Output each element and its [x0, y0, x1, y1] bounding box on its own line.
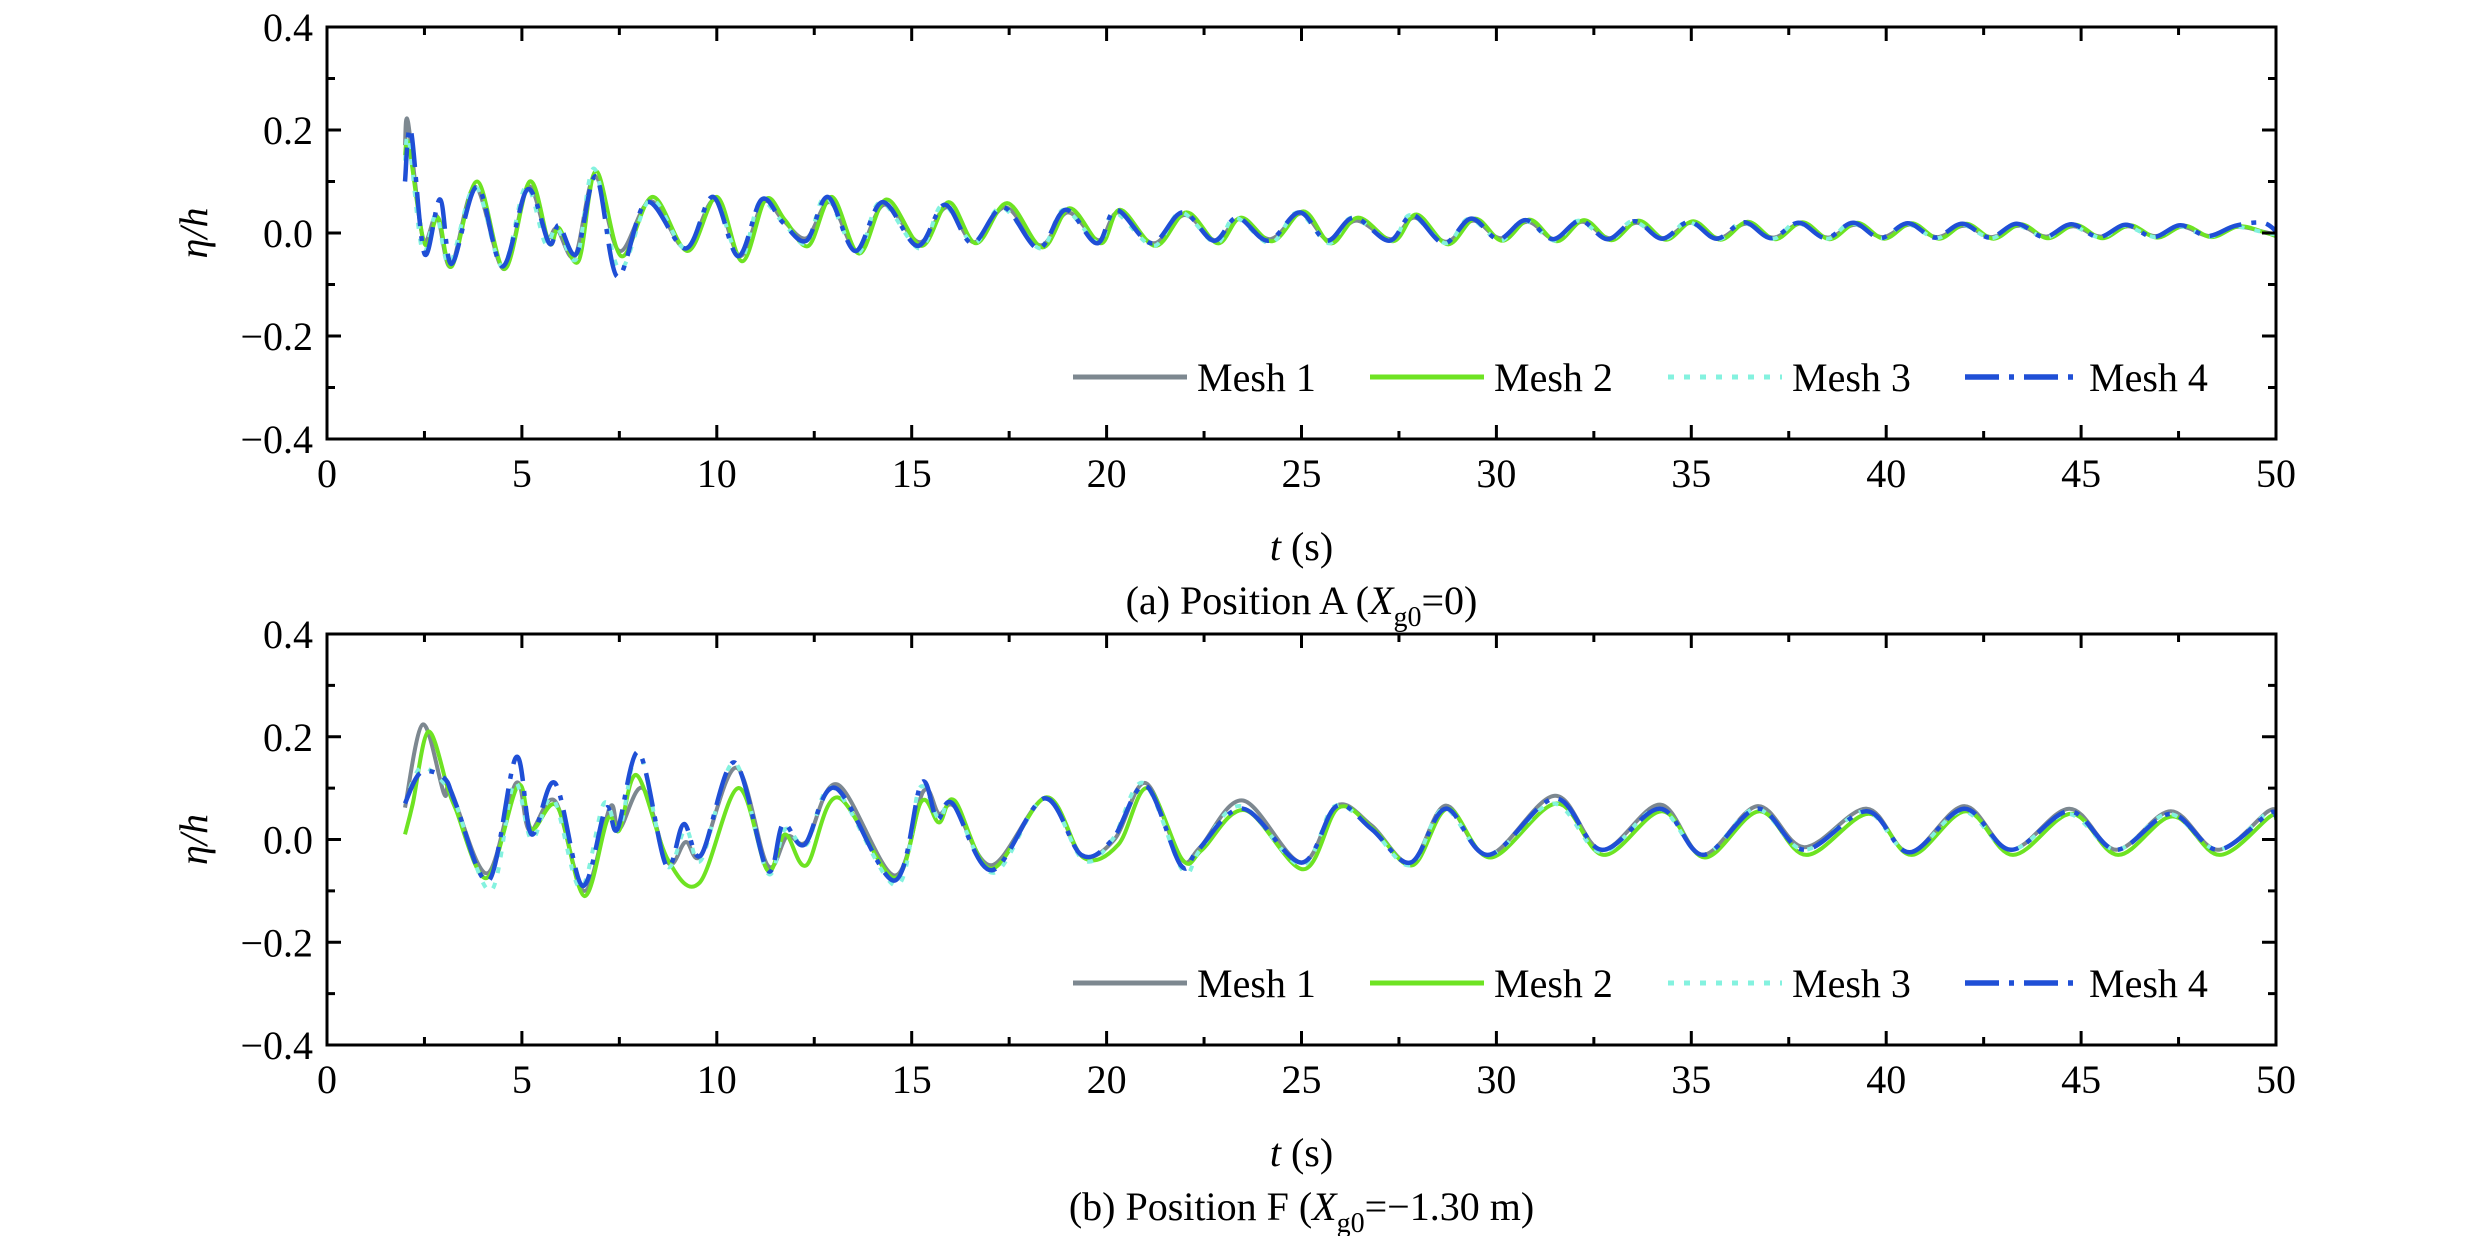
series-group [402, 722, 2276, 899]
y-tick-label: 0.4 [263, 612, 313, 657]
x-tick-label: 40 [1866, 1057, 1906, 1102]
legend-label: Mesh 2 [1494, 961, 1613, 1006]
legend: Mesh 1 Mesh 2 Mesh 3 Mesh 4 [1073, 355, 2208, 400]
caption-prefix: (a) Position A ( [1126, 578, 1369, 623]
x-tick-label: 5 [512, 1057, 532, 1102]
caption-prefix: (b) Position F ( [1069, 1184, 1312, 1229]
x-tick-label: 20 [1087, 451, 1127, 496]
legend-label: Mesh 1 [1197, 961, 1316, 1006]
y-tick-label: 0.0 [263, 818, 313, 863]
x-tick-label: 10 [697, 451, 737, 496]
y-tick-label: 0.4 [263, 5, 313, 50]
y-axis-title: η/h [171, 208, 216, 259]
x-tick-label: 50 [2256, 1057, 2296, 1102]
series-group [402, 116, 2276, 280]
legend-label: Mesh 4 [2089, 961, 2208, 1006]
y-tick-label: 0.2 [263, 108, 313, 153]
caption-suffix: =−1.30 m) [1365, 1184, 1535, 1229]
legend-label: Mesh 3 [1792, 355, 1911, 400]
caption-subscript: g0 [1337, 1208, 1365, 1236]
series-line-mesh-4 [402, 126, 2276, 280]
x-axis-var: t [1270, 524, 1282, 569]
legend-label: Mesh 2 [1494, 355, 1613, 400]
caption-suffix: =0) [1421, 578, 1477, 623]
panel-caption: (b) Position F (Xg0=−1.30 m) [1069, 1184, 1534, 1236]
x-axis-title: t (s) [1270, 524, 1333, 569]
x-tick-label: 20 [1087, 1057, 1127, 1102]
x-tick-label: 45 [2061, 451, 2101, 496]
y-tick-label: −0.4 [240, 1023, 313, 1068]
y-tick-label: −0.2 [240, 920, 313, 965]
x-tick-label: 25 [1282, 1057, 1322, 1102]
panel-b: 0 5 10 15 20 25 30 35 40 45 50 −0.4 −0.2 0.0 0.2 0.4 η/h… [171, 612, 2296, 1236]
x-tick-label: 5 [512, 451, 532, 496]
series-line-mesh-2 [403, 729, 2276, 899]
x-tick-label: 35 [1671, 1057, 1711, 1102]
series-line-mesh-3 [403, 750, 2276, 893]
x-tick-label: 50 [2256, 451, 2296, 496]
caption-var: X [1310, 1184, 1338, 1229]
legend-label: Mesh 4 [2089, 355, 2208, 400]
legend: Mesh 1 Mesh 2 Mesh 3 Mesh 4 [1073, 961, 2208, 1006]
x-tick-label: 15 [892, 451, 932, 496]
x-axis-unit: (s) [1281, 1130, 1333, 1175]
x-tick-label: 25 [1282, 451, 1322, 496]
x-tick-label: 30 [1476, 1057, 1516, 1102]
x-tick-label: 0 [317, 451, 337, 496]
x-tick-label: 10 [697, 1057, 737, 1102]
x-tick-label: 0 [317, 1057, 337, 1102]
x-tick-label: 45 [2061, 1057, 2101, 1102]
x-axis-var: t [1270, 1130, 1282, 1175]
series-line-mesh-4 [402, 749, 2276, 888]
y-tick-label: −0.2 [240, 314, 313, 359]
x-tick-label: 35 [1671, 451, 1711, 496]
panel-a: 0 5 10 15 20 25 30 35 40 45 50 −0.4 −0.2 0.0 0.2 0.4 η/h… [171, 5, 2296, 633]
panel-caption: (a) Position A (Xg0=0) [1126, 578, 1478, 633]
y-tick-label: 0.2 [263, 715, 313, 760]
legend-label: Mesh 1 [1197, 355, 1316, 400]
x-axis-unit: (s) [1281, 524, 1333, 569]
y-axis-title: η/h [171, 814, 216, 865]
legend-label: Mesh 3 [1792, 961, 1911, 1006]
y-tick-label: 0.0 [263, 211, 313, 256]
x-tick-label: 40 [1866, 451, 1906, 496]
y-tick-label: −0.4 [240, 417, 313, 462]
caption-var: X [1367, 578, 1395, 623]
x-axis-title: t (s) [1270, 1130, 1333, 1175]
caption-subscript: g0 [1393, 602, 1421, 633]
series-line-mesh-3 [403, 134, 2276, 272]
x-tick-label: 30 [1476, 451, 1516, 496]
x-tick-label: 15 [892, 1057, 932, 1102]
